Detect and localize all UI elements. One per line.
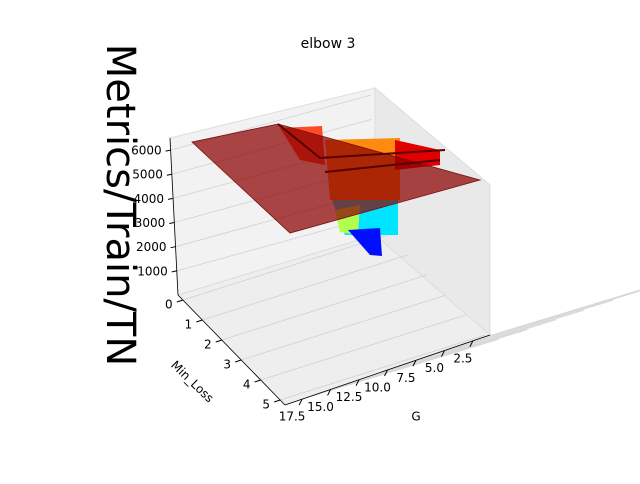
x-axis-label: G <box>411 410 420 424</box>
x-tick <box>355 379 360 386</box>
y-tick <box>273 399 281 403</box>
z-tick <box>166 173 172 176</box>
grid-line <box>221 274 427 341</box>
grid-line <box>472 289 640 342</box>
z-tick <box>171 270 177 273</box>
grid-line <box>202 254 408 321</box>
y-tick <box>235 359 242 363</box>
grid-line <box>182 234 388 301</box>
grid-line <box>330 329 528 390</box>
y-axis-line <box>177 294 286 406</box>
grid-line <box>260 314 466 381</box>
z-tick <box>167 197 174 200</box>
z-axis-label: Metrics/Train/TN <box>97 44 143 366</box>
surface <box>191 123 482 256</box>
grid-line <box>241 294 447 361</box>
z-tick-label: 2000 <box>136 240 167 254</box>
x-tick-label: 17.5 <box>279 410 306 424</box>
x-tick <box>412 360 417 367</box>
y-axis-label: Min_Loss <box>168 358 216 405</box>
z-tick-label: 5000 <box>132 168 163 182</box>
x-tick <box>327 389 332 396</box>
z-axis-line <box>169 137 179 296</box>
chart-title: elbow 3 <box>301 36 356 52</box>
z-tick-label: 4000 <box>134 192 165 206</box>
x-tick <box>440 350 445 357</box>
grid-line <box>387 309 585 371</box>
y-tick-label: 3 <box>223 358 231 372</box>
x-tick-label: 12.5 <box>336 390 363 404</box>
plane <box>191 123 482 234</box>
x-tick-label: 7.5 <box>396 371 415 385</box>
x-tick-label: 5.0 <box>425 361 444 375</box>
y-tick-label: 4 <box>243 378 251 392</box>
z-tick-label: 1000 <box>137 264 168 278</box>
x-tick <box>469 340 474 348</box>
surface-patch <box>348 228 382 256</box>
z-tick <box>170 246 176 249</box>
y-tick <box>196 319 203 323</box>
x-tick <box>384 369 388 377</box>
z-tick-label: 6000 <box>131 144 162 158</box>
y-tick-label: 2 <box>204 338 212 352</box>
y-tick-label: 5 <box>262 398 270 412</box>
grid-line <box>280 334 486 401</box>
y-tick <box>176 299 184 303</box>
x-tick-label: 15.0 <box>307 400 334 414</box>
z-tick <box>169 222 175 225</box>
y-tick <box>215 339 222 343</box>
y-tick <box>254 379 261 383</box>
grid-line <box>415 299 614 361</box>
x-tick <box>298 398 303 406</box>
y-tick-label: 1 <box>184 318 192 332</box>
x-tick-label: 10.0 <box>364 381 391 395</box>
grid-line <box>444 290 640 351</box>
y-tick-label: 0 <box>165 298 173 312</box>
grid-line <box>301 338 500 400</box>
surface-edge <box>277 123 446 160</box>
z-tick-label: 3000 <box>135 216 166 230</box>
z-tick <box>165 149 171 152</box>
x-tick-label: 2.5 <box>453 351 472 365</box>
surface-edge <box>324 159 441 173</box>
grid-line <box>358 319 557 381</box>
